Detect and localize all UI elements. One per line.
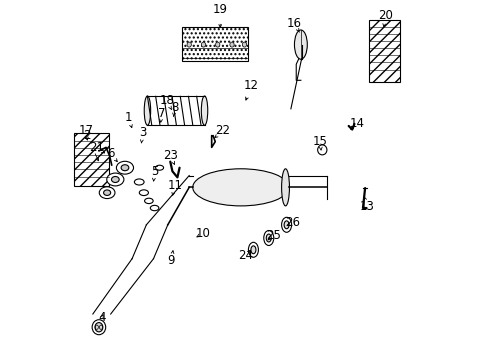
Text: 1: 1 (124, 111, 132, 124)
Text: 24: 24 (237, 249, 252, 262)
Ellipse shape (99, 187, 115, 199)
Ellipse shape (317, 145, 326, 155)
Ellipse shape (284, 221, 288, 229)
Text: 13: 13 (360, 201, 374, 213)
Ellipse shape (250, 246, 255, 254)
Ellipse shape (134, 179, 144, 185)
Text: 14: 14 (349, 117, 364, 130)
Ellipse shape (150, 205, 159, 211)
Ellipse shape (187, 42, 191, 47)
Ellipse shape (201, 42, 205, 47)
Ellipse shape (116, 161, 133, 174)
Ellipse shape (263, 230, 273, 246)
FancyBboxPatch shape (182, 27, 247, 61)
Ellipse shape (121, 165, 128, 171)
Text: 16: 16 (286, 17, 301, 30)
Ellipse shape (144, 96, 150, 125)
Text: 15: 15 (312, 135, 327, 148)
Text: 12: 12 (244, 79, 259, 92)
FancyBboxPatch shape (74, 133, 109, 185)
Text: 3: 3 (139, 126, 146, 139)
Text: 17: 17 (78, 125, 93, 138)
Text: 9: 9 (167, 254, 175, 267)
Ellipse shape (248, 242, 258, 257)
Text: 5: 5 (151, 165, 158, 178)
Text: 19: 19 (212, 3, 227, 16)
Ellipse shape (95, 323, 102, 332)
Text: 8: 8 (171, 100, 178, 113)
Ellipse shape (201, 96, 207, 125)
Ellipse shape (215, 42, 220, 47)
Text: 10: 10 (196, 226, 210, 239)
Ellipse shape (106, 173, 123, 186)
Text: 22: 22 (215, 125, 230, 138)
Text: 21: 21 (89, 141, 104, 154)
Text: 18: 18 (159, 94, 174, 108)
Ellipse shape (155, 165, 163, 170)
Ellipse shape (281, 217, 291, 232)
Ellipse shape (111, 176, 119, 183)
Text: 7: 7 (158, 107, 165, 120)
FancyBboxPatch shape (368, 20, 399, 82)
Text: 26: 26 (285, 216, 300, 229)
Ellipse shape (192, 169, 288, 206)
Ellipse shape (266, 234, 271, 242)
Ellipse shape (144, 198, 153, 203)
Ellipse shape (242, 42, 246, 47)
Ellipse shape (103, 190, 110, 195)
Ellipse shape (92, 320, 105, 335)
Text: 2: 2 (83, 129, 90, 142)
Text: 11: 11 (167, 179, 182, 192)
Text: 20: 20 (377, 9, 392, 22)
Text: 23: 23 (163, 149, 177, 162)
Ellipse shape (229, 42, 234, 47)
Ellipse shape (281, 169, 289, 206)
Text: 25: 25 (266, 229, 281, 242)
Text: 4: 4 (98, 311, 105, 324)
Text: 6: 6 (107, 147, 114, 160)
Ellipse shape (294, 30, 306, 59)
Ellipse shape (139, 190, 148, 195)
